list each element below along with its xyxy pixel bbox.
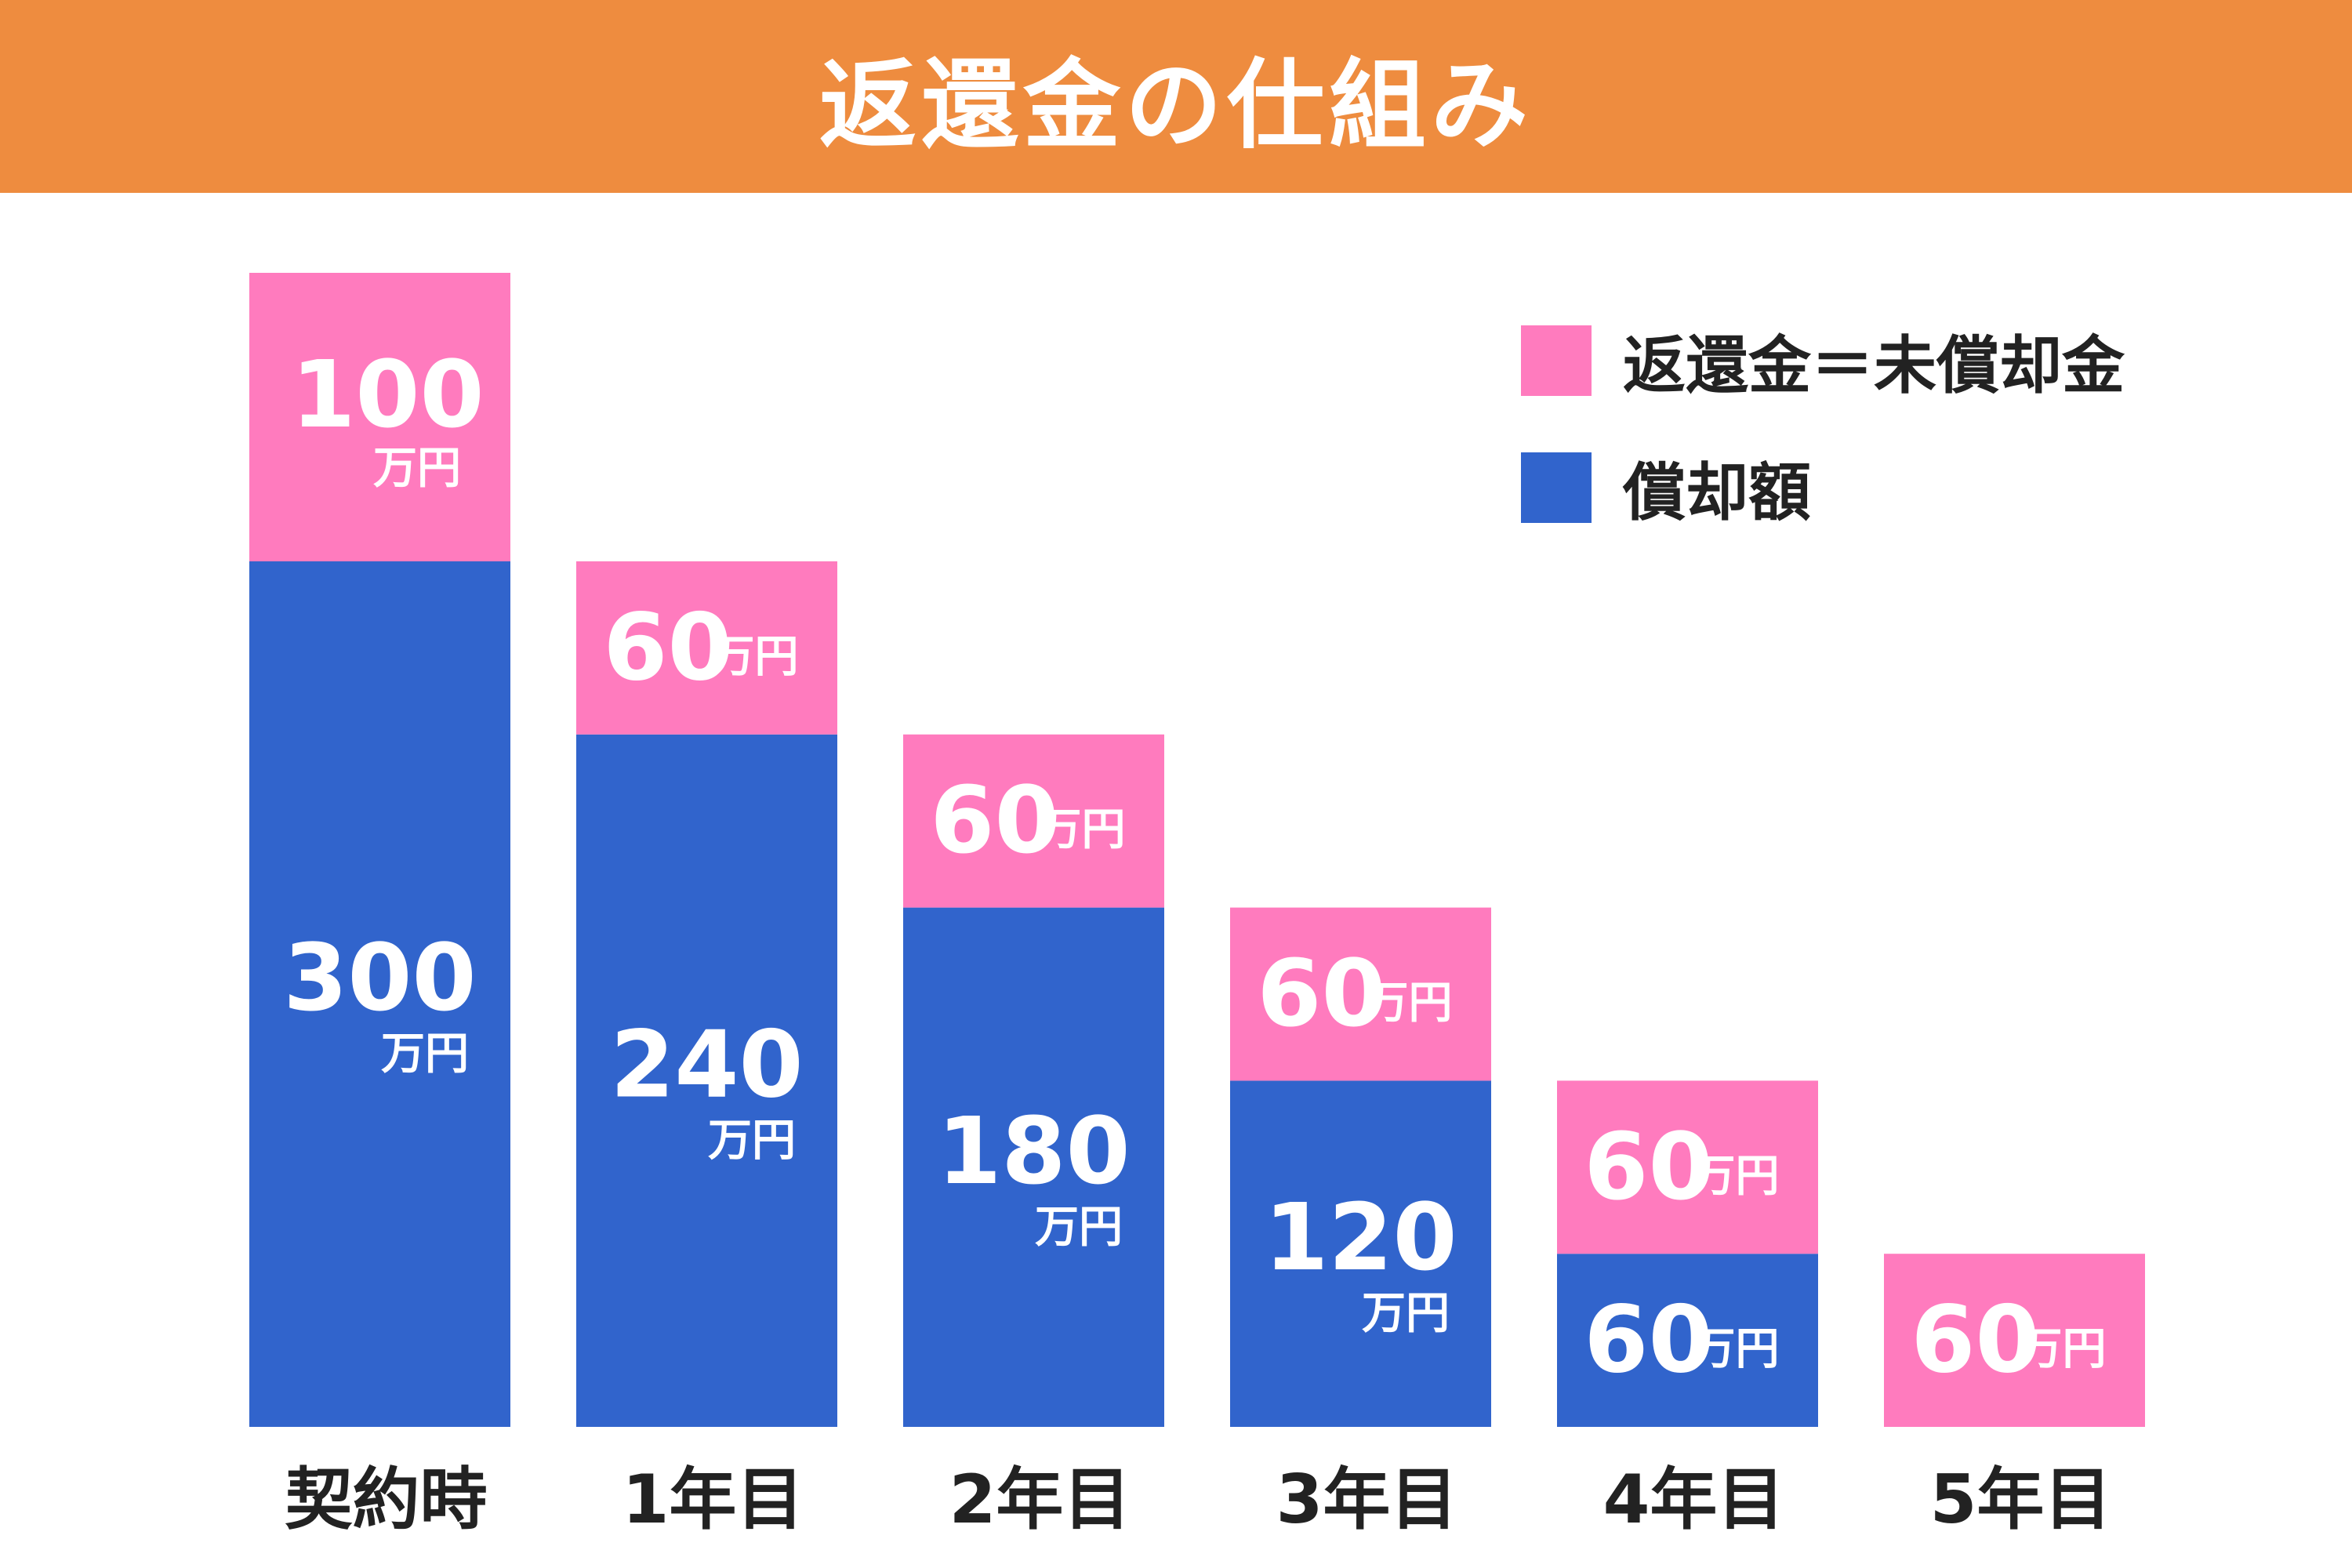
data-label-refund-unit-5: 万円 bbox=[2019, 1324, 2107, 1375]
x-tick-label-2: 2年目 bbox=[949, 1461, 1131, 1539]
data-label-refund-unit-3: 万円 bbox=[1365, 978, 1453, 1029]
x-tick-label-1: 1年目 bbox=[622, 1461, 804, 1539]
bar-depreciation-0 bbox=[249, 561, 510, 1427]
bar-depreciation-1 bbox=[576, 734, 837, 1427]
data-label-depreciation-unit-1: 万円 bbox=[708, 1115, 796, 1166]
data-label-refund-5: 60 bbox=[1911, 1286, 2039, 1394]
bar-refund-2 bbox=[903, 734, 1164, 908]
data-label-refund-unit-0: 万円 bbox=[373, 443, 461, 494]
data-label-depreciation-1: 240 bbox=[610, 1010, 803, 1118]
chart-legend: 返還金＝未償却金 償却額 bbox=[1521, 325, 2125, 579]
data-label-refund-unit-2: 万円 bbox=[1038, 804, 1126, 855]
x-tick-label-4: 4年目 bbox=[1603, 1461, 1785, 1539]
data-label-refund-2: 60 bbox=[930, 766, 1058, 874]
data-label-depreciation-0: 300 bbox=[283, 924, 476, 1032]
bar-refund-0 bbox=[249, 273, 510, 561]
data-label-refund-4: 60 bbox=[1584, 1112, 1712, 1221]
legend-item-depreciation: 償却額 bbox=[1521, 452, 2125, 529]
legend-swatch-depreciation bbox=[1521, 452, 1592, 523]
legend-item-refund: 返還金＝未償却金 bbox=[1521, 325, 2125, 402]
bar-refund-3 bbox=[1230, 907, 1491, 1081]
bar-refund-5 bbox=[1884, 1254, 2145, 1427]
bar-depreciation-2 bbox=[903, 907, 1164, 1427]
data-label-depreciation-3: 120 bbox=[1264, 1183, 1457, 1291]
data-label-refund-unit-1: 万円 bbox=[711, 631, 799, 682]
page-title: 返還金の仕組み bbox=[818, 49, 1533, 162]
data-label-depreciation-unit-3: 万円 bbox=[1362, 1288, 1450, 1339]
bar-refund-4 bbox=[1557, 1080, 1818, 1254]
header-bar: 返還金の仕組み bbox=[0, 0, 2352, 193]
x-tick-label-5: 5年目 bbox=[1930, 1461, 2112, 1539]
x-tick-label-3: 3年目 bbox=[1276, 1461, 1458, 1539]
bar-depreciation-4 bbox=[1557, 1254, 1818, 1427]
data-label-depreciation-2: 180 bbox=[937, 1097, 1130, 1205]
x-tick-label-0: 契約時 bbox=[285, 1461, 488, 1539]
legend-label-depreciation: 償却額 bbox=[1623, 456, 1811, 529]
data-label-depreciation-unit-2: 万円 bbox=[1035, 1202, 1123, 1253]
data-label-depreciation-unit-0: 万円 bbox=[381, 1029, 469, 1080]
data-label-refund-3: 60 bbox=[1257, 939, 1385, 1047]
data-label-depreciation-4: 60 bbox=[1584, 1286, 1712, 1394]
bar-depreciation-3 bbox=[1230, 1080, 1491, 1427]
data-label-refund-0: 100 bbox=[291, 340, 484, 448]
legend-label-refund: 返還金＝未償却金 bbox=[1623, 329, 2125, 402]
data-label-refund-1: 60 bbox=[603, 593, 731, 701]
data-label-depreciation-unit-4: 万円 bbox=[1692, 1324, 1780, 1375]
bar-refund-1 bbox=[576, 561, 837, 735]
legend-swatch-refund bbox=[1521, 325, 1592, 396]
data-label-refund-unit-4: 万円 bbox=[1692, 1151, 1780, 1202]
